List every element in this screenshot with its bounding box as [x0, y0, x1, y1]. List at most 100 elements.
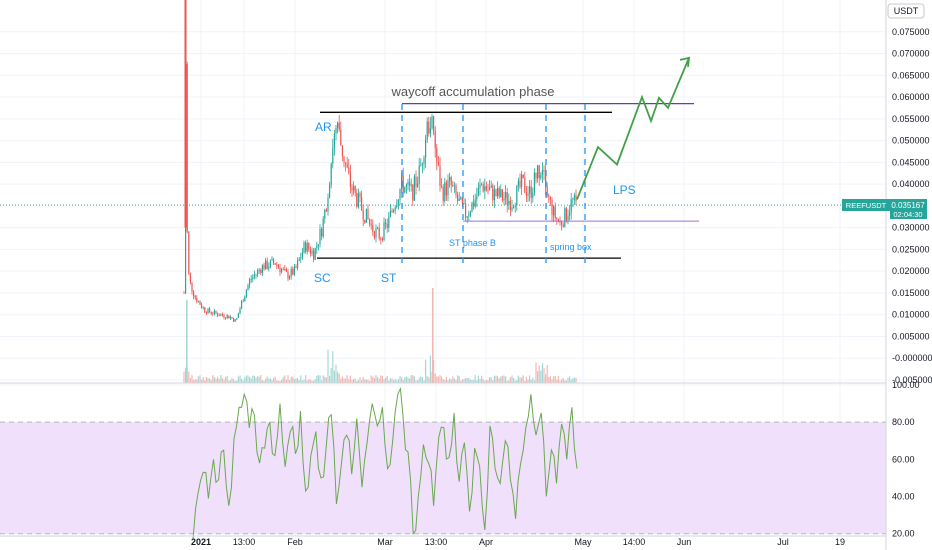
volume-bar — [564, 380, 566, 383]
candle-body — [260, 269, 262, 273]
candle-body — [188, 231, 190, 274]
candle-body — [369, 219, 371, 224]
candle-body — [415, 176, 417, 187]
price-tick-label: 0.060000 — [892, 92, 930, 102]
candle-body — [455, 185, 457, 195]
candle-body — [362, 210, 364, 220]
volume-bar — [210, 380, 212, 383]
candle-body — [354, 186, 356, 193]
candle-body — [529, 186, 531, 194]
volume-bar — [482, 379, 484, 383]
candle-body — [436, 148, 438, 163]
candle-body — [228, 315, 230, 319]
candle-body — [498, 187, 500, 197]
candle-body — [517, 180, 519, 186]
volume-bar — [450, 379, 452, 383]
candle-body — [407, 181, 409, 185]
volume-bar — [193, 379, 195, 383]
volume-bar — [269, 378, 271, 383]
price-tick-label: 0.065000 — [892, 70, 930, 80]
volume-bar — [393, 380, 395, 383]
unit-selector[interactable]: USDT — [887, 3, 925, 19]
volume-bar — [439, 375, 441, 383]
candle-body — [314, 248, 316, 260]
volume-bar — [319, 375, 321, 383]
volume-bar — [423, 380, 425, 383]
price-tick-label: 0.055000 — [892, 114, 930, 124]
volume-bar — [514, 380, 516, 383]
candle-body — [337, 122, 339, 128]
volume-bar — [391, 378, 393, 383]
volume-spike — [432, 288, 434, 383]
candle-body — [277, 264, 279, 268]
volume-bar — [490, 377, 492, 383]
volume-bar — [257, 376, 259, 383]
volume-bar — [341, 376, 343, 383]
volume-bar — [565, 380, 567, 383]
time-tick-label: May — [574, 537, 592, 547]
volume-bar — [474, 375, 476, 383]
volume-bar — [465, 378, 467, 383]
candle-body — [284, 268, 286, 270]
volume-bar — [412, 375, 414, 383]
volume-bar — [345, 378, 347, 383]
candle-body — [413, 176, 415, 201]
candle-body — [212, 313, 214, 315]
candle-body — [351, 187, 353, 191]
volume-bar — [346, 375, 348, 383]
volume-bar — [413, 376, 415, 383]
volume-bar — [261, 379, 263, 383]
candle-body — [321, 228, 323, 237]
candle-body — [562, 224, 564, 227]
volume-bar — [236, 380, 238, 383]
volume-bar — [449, 378, 451, 383]
candle-body — [237, 313, 239, 319]
unit-label: USDT — [894, 6, 919, 16]
candle-body — [348, 167, 350, 173]
volume-bar — [327, 349, 329, 383]
candle-body — [497, 187, 499, 196]
volume-bar — [367, 379, 369, 383]
volume-bar — [284, 375, 286, 383]
volume-bar — [365, 379, 367, 383]
candle-body — [452, 185, 454, 187]
candle-body — [385, 222, 387, 225]
rsi-tick-label: 40.00 — [892, 492, 915, 502]
candle-body — [324, 209, 326, 219]
volume-bar — [561, 379, 563, 383]
volume-bar — [241, 378, 243, 383]
candle-body — [399, 188, 401, 200]
candle-body — [396, 204, 398, 208]
volume-bar — [297, 377, 299, 383]
candle-body — [322, 218, 324, 237]
price-tick-label: 0.070000 — [892, 49, 930, 59]
candle-body — [199, 301, 201, 305]
projection-path — [576, 57, 690, 200]
candle-body — [204, 307, 206, 313]
candle-body — [285, 269, 287, 272]
candle-body — [506, 192, 508, 205]
volume-bar — [543, 368, 545, 383]
unit-box[interactable] — [887, 3, 925, 19]
time-tick-label: 13:00 — [425, 537, 448, 547]
volume-bar — [417, 380, 419, 383]
volume-bars — [183, 288, 577, 383]
volume-bar — [389, 378, 391, 383]
candle-body — [471, 202, 473, 213]
candle-body — [433, 116, 435, 131]
volume-bar — [183, 371, 185, 383]
volume-bar — [573, 377, 575, 383]
candle-body — [215, 310, 217, 314]
volume-bar — [508, 380, 510, 383]
candle-body — [186, 64, 188, 232]
candle-body — [357, 193, 359, 207]
candle-body — [298, 258, 300, 261]
candle-body — [373, 231, 375, 238]
candle-body — [383, 222, 385, 240]
candle-body — [233, 318, 235, 322]
volume-bar — [447, 380, 449, 383]
volume-bar — [559, 380, 561, 383]
volume-bar — [497, 376, 499, 383]
volume-bar — [237, 376, 239, 383]
